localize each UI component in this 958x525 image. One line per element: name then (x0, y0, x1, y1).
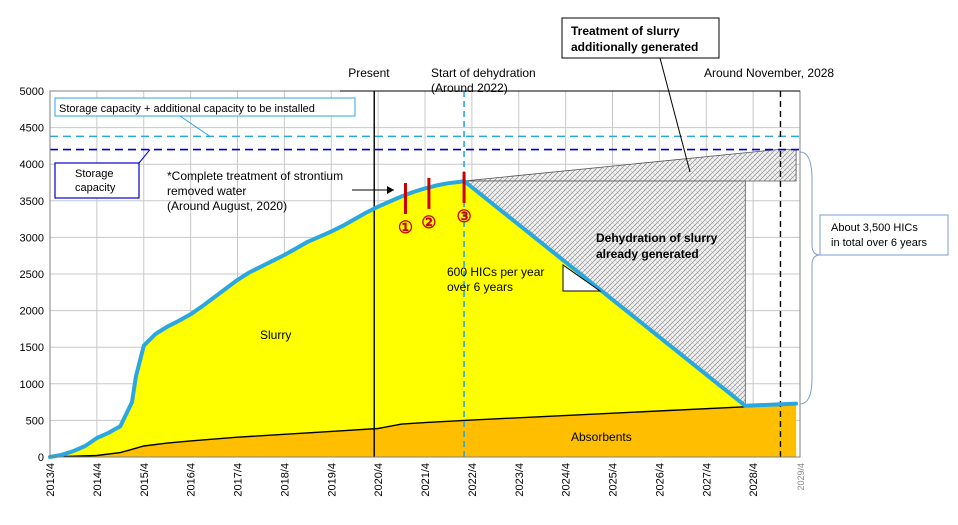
y-tick-label: 3500 (20, 196, 44, 208)
strontium-arrowhead (387, 186, 394, 194)
x-tick-label: 2018/4 (279, 463, 291, 497)
november-2028-label: Around November, 2028 (704, 66, 834, 80)
y-tick-label: 2000 (20, 306, 44, 318)
y-tick-label: 5000 (20, 86, 44, 98)
treatment-label: Treatment of slurry additionally generate… (571, 24, 698, 54)
x-tick-label: 2013/4 (45, 463, 57, 497)
strontium-note: *Complete treatment of strontium removed … (167, 169, 343, 213)
present-label: Present (348, 66, 390, 80)
y-tick-label: 1500 (20, 342, 44, 354)
y-tick-label: 500 (26, 415, 44, 427)
total-bracket (799, 151, 821, 405)
total-note-box (819, 214, 949, 256)
slurry-area (50, 181, 797, 457)
x-tick-label: 2029/4 (796, 463, 806, 491)
x-tick-label: 2020/4 (373, 463, 385, 497)
x-tick-label: 2015/4 (139, 463, 151, 497)
marker-label-2: ② (421, 213, 436, 232)
x-tick-label: 2017/4 (233, 463, 245, 497)
marker-label-3: ③ (456, 207, 471, 226)
x-tick-label: 2026/4 (654, 463, 666, 497)
slurry-total-line (48, 179, 799, 459)
x-tick-label: 2019/4 (326, 463, 338, 497)
slope-triangle (562, 264, 602, 292)
x-tick-label: 2023/4 (514, 463, 526, 497)
absorbents-line (49, 403, 797, 458)
slurry-label: Slurry (260, 328, 291, 342)
capacity-plus-label: Storage capacity + additional capacity t… (59, 103, 315, 115)
x-tick-label: 2014/4 (92, 463, 104, 497)
y-tick-label: 4000 (20, 159, 44, 171)
absorbents-label: Absorbents (571, 430, 632, 444)
treatment-box (561, 17, 720, 59)
x-tick-label: 2028/4 (748, 463, 760, 497)
dehydration-label: Dehydration of slurry already generated (596, 231, 718, 261)
storage-capacity-label: Storage capacity (75, 168, 116, 194)
x-tick-label: 2021/4 (420, 463, 432, 497)
absorbents-area (50, 404, 797, 457)
storage-capacity-leader (138, 149, 151, 164)
x-tick-label: 2016/4 (186, 463, 198, 497)
y-tick-label: 4500 (20, 123, 44, 135)
total-note: About 3,500 HICs in total over 6 years (831, 222, 927, 249)
x-tick-label: 2025/4 (608, 463, 620, 497)
annotation-layer: Present Start of dehydration (Around 2022)… (54, 17, 949, 444)
storage-capacity-box (54, 162, 140, 199)
x-tick-label: 2024/4 (561, 463, 573, 497)
marker-label-1: ① (398, 218, 413, 237)
y-tick-label: 0 (38, 452, 44, 464)
capacity-plus-leader (179, 115, 211, 137)
axis-layer: 0 500 1000 1500 2000 2500 3000 3500 4000 4500 5000… (20, 86, 806, 497)
x-tick-label: 2022/4 (467, 463, 479, 497)
capacity-plus-box (54, 97, 356, 117)
y-tick-label: 2500 (20, 269, 44, 281)
y-tick-label: 3000 (20, 232, 44, 244)
x-tick-label: 2027/4 (701, 463, 713, 497)
y-tick-label: 1000 (20, 379, 44, 391)
rate-note: 600 HICs per year over 6 years (447, 265, 544, 294)
treatment-leader (659, 57, 691, 173)
